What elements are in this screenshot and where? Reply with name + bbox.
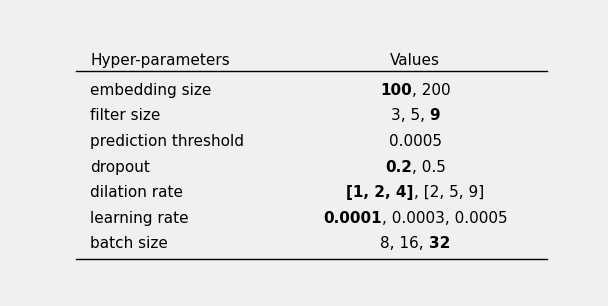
Text: prediction threshold: prediction threshold [90,134,244,149]
Text: , 200: , 200 [412,83,451,98]
Text: , 0.5: , 0.5 [412,160,446,175]
Text: filter size: filter size [90,108,161,123]
Text: 9: 9 [429,108,440,123]
Text: dropout: dropout [90,160,150,175]
Text: 0.0001: 0.0001 [323,211,382,226]
Text: Hyper-parameters: Hyper-parameters [90,53,230,68]
Text: , 0.0003, 0.0005: , 0.0003, 0.0005 [382,211,508,226]
Text: 0.2: 0.2 [385,160,412,175]
Text: dilation rate: dilation rate [90,185,183,200]
Text: [1, 2, 4]: [1, 2, 4] [347,185,414,200]
Text: 32: 32 [429,236,450,251]
Text: embedding size: embedding size [90,83,212,98]
Text: , [2, 5, 9]: , [2, 5, 9] [414,185,484,200]
Text: batch size: batch size [90,236,168,251]
Text: 0.0005: 0.0005 [389,134,442,149]
Text: 3, 5,: 3, 5, [390,108,429,123]
Text: 100: 100 [380,83,412,98]
Text: Values: Values [390,53,440,68]
Text: 8, 16,: 8, 16, [381,236,429,251]
Text: learning rate: learning rate [90,211,188,226]
